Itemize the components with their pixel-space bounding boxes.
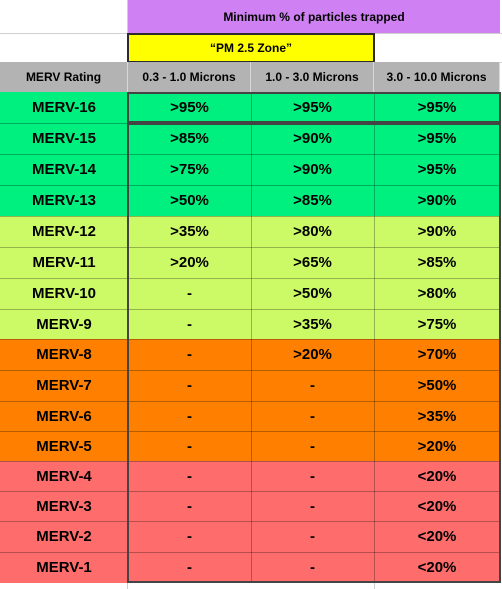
efficiency-value-c3: >50% xyxy=(374,370,500,401)
efficiency-value-c2: >80% xyxy=(251,216,374,247)
column-divider xyxy=(128,92,129,583)
efficiency-value-c2: - xyxy=(251,491,374,521)
merv-rating-label: MERV-13 xyxy=(0,185,128,216)
row-divider xyxy=(0,216,500,217)
efficiency-value-c3: <20% xyxy=(374,552,500,583)
efficiency-value-c2: >95% xyxy=(251,92,374,123)
row-divider xyxy=(0,339,500,340)
efficiency-value-c2: - xyxy=(251,521,374,552)
row-divider xyxy=(0,278,500,279)
efficiency-value-c3: >95% xyxy=(374,154,500,185)
efficiency-value-c2: >90% xyxy=(251,123,374,154)
row-divider xyxy=(0,461,500,462)
efficiency-value-c1: - xyxy=(128,278,251,309)
efficiency-value-c3: >35% xyxy=(374,401,500,431)
efficiency-value-c2: - xyxy=(251,461,374,491)
merv-rating-label: MERV-1 xyxy=(0,552,128,583)
efficiency-value-c1: - xyxy=(128,370,251,401)
efficiency-value-c1: >35% xyxy=(128,216,251,247)
efficiency-value-c1: - xyxy=(128,339,251,370)
efficiency-value-c2: - xyxy=(251,552,374,583)
row-divider xyxy=(0,154,500,155)
row-divider xyxy=(0,401,500,402)
column-header-merv-rating: MERV Rating xyxy=(0,62,128,92)
merv-rating-label: MERV-3 xyxy=(0,491,128,521)
efficiency-value-c3: >95% xyxy=(374,92,500,123)
efficiency-value-c1: - xyxy=(128,401,251,431)
merv-rating-label: MERV-4 xyxy=(0,461,128,491)
merv-rating-label: MERV-11 xyxy=(0,247,128,278)
merv-rating-label: MERV-8 xyxy=(0,339,128,370)
pm-zone-label: “PM 2.5 Zone” xyxy=(127,33,375,63)
efficiency-value-c3: >70% xyxy=(374,339,500,370)
efficiency-value-c1: >75% xyxy=(128,154,251,185)
merv-rating-label: MERV-15 xyxy=(0,123,128,154)
row-divider xyxy=(0,491,500,492)
efficiency-value-c2: >35% xyxy=(251,309,374,339)
efficiency-value-c1: - xyxy=(128,461,251,491)
efficiency-value-c1: >95% xyxy=(128,92,251,123)
row-divider xyxy=(0,185,500,186)
efficiency-value-c3: >90% xyxy=(374,216,500,247)
efficiency-value-c3: <20% xyxy=(374,461,500,491)
column-divider xyxy=(251,92,252,583)
efficiency-value-c1: - xyxy=(128,491,251,521)
merv-rating-label: MERV-16 xyxy=(0,92,128,123)
efficiency-value-c1: - xyxy=(128,521,251,552)
merv-rating-label: MERV-2 xyxy=(0,521,128,552)
efficiency-value-c2: >65% xyxy=(251,247,374,278)
efficiency-value-c3: >95% xyxy=(374,123,500,154)
merv-rating-label: MERV-5 xyxy=(0,431,128,461)
efficiency-value-c3: >85% xyxy=(374,247,500,278)
row-divider xyxy=(0,309,500,310)
merv-rating-label: MERV-7 xyxy=(0,370,128,401)
merv-rating-label: MERV-9 xyxy=(0,309,128,339)
efficiency-value-c2: >90% xyxy=(251,154,374,185)
efficiency-value-c2: >20% xyxy=(251,339,374,370)
row-divider xyxy=(0,552,500,553)
efficiency-value-c3: <20% xyxy=(374,521,500,552)
efficiency-value-c2: >85% xyxy=(251,185,374,216)
merv-rating-label: MERV-10 xyxy=(0,278,128,309)
merv-rating-label: MERV-14 xyxy=(0,154,128,185)
efficiency-value-c3: >20% xyxy=(374,431,500,461)
column-header-0-3-1-0: 0.3 - 1.0 Microns xyxy=(128,62,251,92)
efficiency-value-c2: - xyxy=(251,431,374,461)
row-divider xyxy=(0,431,500,432)
efficiency-value-c1: >85% xyxy=(128,123,251,154)
efficiency-value-c3: >90% xyxy=(374,185,500,216)
efficiency-value-c1: >50% xyxy=(128,185,251,216)
efficiency-value-c3: >80% xyxy=(374,278,500,309)
row-divider xyxy=(0,521,500,522)
row-divider xyxy=(0,123,500,124)
efficiency-value-c2: >50% xyxy=(251,278,374,309)
row-divider xyxy=(0,247,500,248)
efficiency-value-c1: >20% xyxy=(128,247,251,278)
efficiency-value-c3: >75% xyxy=(374,309,500,339)
header-title: Minimum % of particles trapped xyxy=(128,0,500,33)
column-header-3-0-10-0: 3.0 - 10.0 Microns xyxy=(374,62,500,92)
row-divider xyxy=(0,370,500,371)
efficiency-value-c1: - xyxy=(128,309,251,339)
merv-rating-label: MERV-6 xyxy=(0,401,128,431)
merv-rating-label: MERV-12 xyxy=(0,216,128,247)
efficiency-value-c1: - xyxy=(128,431,251,461)
efficiency-value-c2: - xyxy=(251,370,374,401)
column-header-1-0-3-0: 1.0 - 3.0 Microns xyxy=(251,62,374,92)
column-divider xyxy=(374,92,375,583)
efficiency-value-c1: - xyxy=(128,552,251,583)
efficiency-value-c3: <20% xyxy=(374,491,500,521)
efficiency-value-c2: - xyxy=(251,401,374,431)
